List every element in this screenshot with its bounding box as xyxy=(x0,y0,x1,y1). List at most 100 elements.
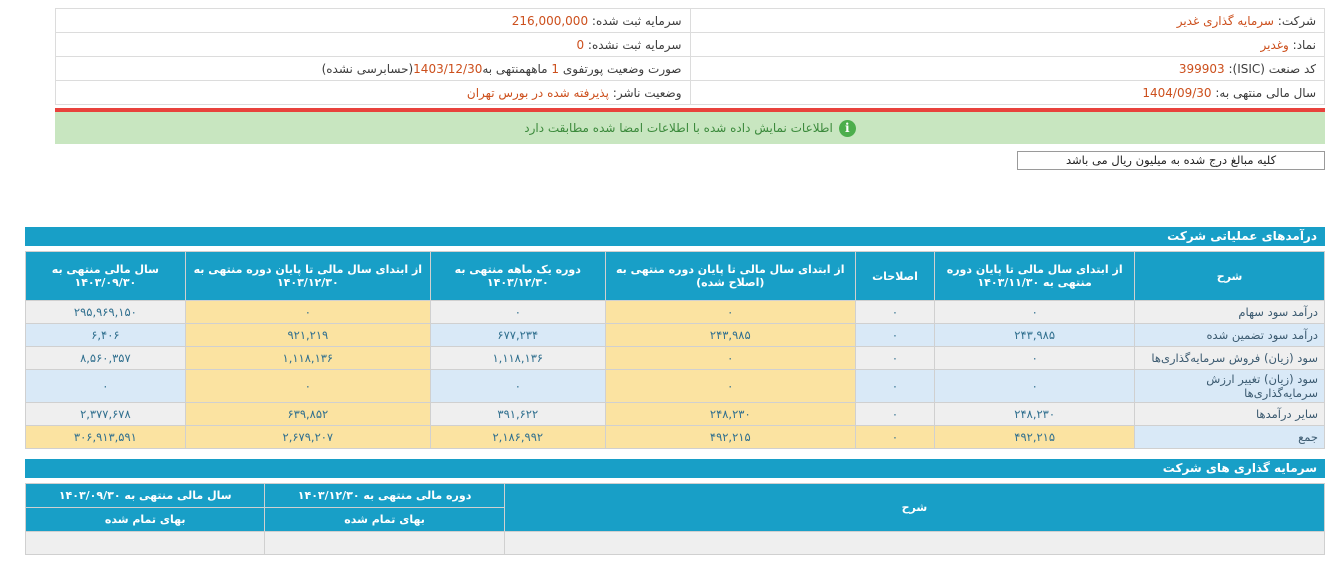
revenue-table-body: درآمد سود سهام ۰ ۰ ۰ ۰ ۰ ۲۹۵,۹۶۹,۱۵۰ درآمد سود … xyxy=(26,301,1324,448)
investments-table: شرح دوره مالی منتهی به ۱۴۰۳/۱۲/۳۰ سال ما… xyxy=(25,483,1325,555)
revenue-header-row: شرح از ابتدای سال مالی تا پایان دوره منته… xyxy=(26,252,1324,300)
investments-header-row-2: بهای تمام شده بهای تمام شده xyxy=(26,508,1324,531)
info-cell: سرمایه ثبت نشده: 0 xyxy=(55,32,691,57)
table-cell: ۲۴۸,۲۳۰ xyxy=(935,403,1135,425)
divider-red-line xyxy=(55,108,1325,112)
table-row: سود (زیان) فروش سرمایه‌گذاری‌ها ۰ ۰ ۰ ۱,۱۱۸,… xyxy=(26,347,1324,369)
revenue-col-1: از ابتدای سال مالی تا پایان دوره منتهی ب… xyxy=(935,252,1135,300)
revenue-col-desc: شرح xyxy=(1135,252,1324,300)
info-label: (حسابرسی نشده) xyxy=(321,61,414,76)
info-cell: وضعیت ناشر: پذیرفته شده در بورس تهران xyxy=(55,80,691,105)
table-cell: ۱,۱۱۸,۱۳۶ xyxy=(430,347,605,369)
revenue-col-6: سال مالی منتهی به ۱۴۰۳/۰۹/۳۰ xyxy=(26,252,185,300)
banner-text: اطلاعات نمایش داده شده با اطلاعات امضا ش… xyxy=(524,121,833,135)
table-row: سایر درآمدها ۲۴۸,۲۳۰ ۰ ۲۴۸,۲۳۰ ۳۹۱,۶۲۲ ۶۳۹,۸۵… xyxy=(26,403,1324,425)
table-cell: ۳۹۱,۶۲۲ xyxy=(430,403,605,425)
table-cell: ۰ xyxy=(855,324,935,346)
info-value: 216,000,000 xyxy=(511,13,589,28)
table-cell: ۰ xyxy=(935,347,1135,369)
investments-subcol-cost-year: بهای تمام شده xyxy=(26,508,265,531)
investments-subcol-cost-period: بهای تمام شده xyxy=(265,508,504,531)
investments-col-desc: شرح xyxy=(504,484,1324,531)
table-cell: ۰ xyxy=(855,370,935,402)
table-cell: ۶۷۷,۲۳۴ xyxy=(430,324,605,346)
table-cell: ۰ xyxy=(430,370,605,402)
info-cell: سال مالی منتهی به: 1404/09/30 xyxy=(689,80,1325,105)
company-info-body: شرکت: سرمایه گذاری غدیر سرمایه ثبت شده: 2… xyxy=(55,8,1325,105)
revenue-table: شرح از ابتدای سال مالی تا پایان دوره منته… xyxy=(25,251,1325,449)
info-cell: نماد: وغدیر xyxy=(689,32,1325,57)
info-label: شرکت: xyxy=(1277,13,1316,28)
info-label: وضعیت ناشر: xyxy=(612,85,682,100)
amounts-note-wrap: کلیه مبالغ درج شده به میلیون ریال می باش… xyxy=(55,151,1325,170)
table-cell: ۲۹۵,۹۶۹,۱۵۰ xyxy=(26,301,185,323)
investments-col-year: سال مالی منتهی به ۱۴۰۳/۰۹/۳۰ xyxy=(26,484,265,507)
table-cell xyxy=(265,532,504,554)
info-label: ماهه xyxy=(525,61,552,76)
table-cell: ۶,۴۰۶ xyxy=(26,324,185,346)
revenue-col-2: اصلاحات xyxy=(855,252,935,300)
company-info-table: شرکت: سرمایه گذاری غدیر سرمایه ثبت شده: 2… xyxy=(55,8,1325,105)
table-cell: ۰ xyxy=(855,403,935,425)
table-cell: ۰ xyxy=(855,426,935,448)
info-cell: صورت وضعیت پورتفوی 1 ماههمنتهی به1403/12… xyxy=(55,56,691,81)
table-row: سود (زیان) تغییر ارزش سرمایه‌گذاری‌ها ۰ ۰ ۰… xyxy=(26,370,1324,402)
table-cell: ۱,۱۱۸,۱۳۶ xyxy=(185,347,430,369)
info-value: 399903 xyxy=(1178,61,1225,76)
row-label: سود (زیان) فروش سرمایه‌گذاری‌ها xyxy=(1135,347,1324,369)
info-value: 1403/12/30 xyxy=(413,61,483,76)
info-value: 1404/09/30 xyxy=(1142,85,1212,100)
table-cell: ۰ xyxy=(185,370,430,402)
info-label: منتهی به xyxy=(482,61,526,76)
row-label: جمع xyxy=(1135,426,1324,448)
revenue-col-4: دوره یک ماهه منتهی به ۱۴۰۳/۱۲/۳۰ xyxy=(430,252,605,300)
amounts-note: کلیه مبالغ درج شده به میلیون ریال می باش… xyxy=(1017,151,1325,170)
table-cell: ۲۴۳,۹۸۵ xyxy=(605,324,855,346)
info-label: کد صنعت (ISIC): xyxy=(1228,61,1316,76)
info-row: کد صنعت (ISIC): 399903 صورت وضعیت پورتفوی… xyxy=(55,56,1325,81)
info-label: نماد: xyxy=(1292,37,1316,52)
signature-match-banner: i اطلاعات نمایش داده شده با اطلاعات امضا… xyxy=(55,112,1325,144)
investments-section: سرمایه گذاری های شرکت شرح دوره مالی منته… xyxy=(25,459,1325,555)
info-value: 1 xyxy=(551,61,560,76)
info-row: نماد: وغدیر سرمایه ثبت نشده: 0 xyxy=(55,32,1325,57)
investments-header-row-1: شرح دوره مالی منتهی به ۱۴۰۳/۱۲/۳۰ سال ما… xyxy=(26,484,1324,531)
revenue-table-title: درآمدهای عملیاتی شرکت xyxy=(25,227,1325,246)
investments-col-period: دوره مالی منتهی به ۱۴۰۳/۱۲/۳۰ xyxy=(265,484,504,507)
info-row: شرکت: سرمایه گذاری غدیر سرمایه ثبت شده: 2… xyxy=(55,8,1325,33)
investments-partial-row xyxy=(26,532,1324,554)
table-cell: ۴۹۲,۲۱۵ xyxy=(605,426,855,448)
revenue-col-3: از ابتدای سال مالی تا پایان دوره منتهی ب… xyxy=(605,252,855,300)
info-label: صورت وضعیت پورتفوی xyxy=(559,61,682,76)
info-cell: شرکت: سرمایه گذاری غدیر xyxy=(689,8,1325,33)
info-label: سرمایه ثبت نشده: xyxy=(587,37,682,52)
table-cell: ۰ xyxy=(185,301,430,323)
table-cell: ۰ xyxy=(605,301,855,323)
table-cell: ۰ xyxy=(855,301,935,323)
table-cell: ۲,۳۷۷,۶۷۸ xyxy=(26,403,185,425)
row-label: درآمد سود سهام xyxy=(1135,301,1324,323)
info-cell: کد صنعت (ISIC): 399903 xyxy=(689,56,1325,81)
investments-table-title: سرمایه گذاری های شرکت xyxy=(25,459,1325,478)
table-row: درآمد سود سهام ۰ ۰ ۰ ۰ ۰ ۲۹۵,۹۶۹,۱۵۰ xyxy=(26,301,1324,323)
revenue-section: درآمدهای عملیاتی شرکت شرح از ابتدای سال م… xyxy=(25,227,1325,449)
table-cell: ۰ xyxy=(605,347,855,369)
table-row: درآمد سود تضمین شده ۲۴۳,۹۸۵ ۰ ۲۴۳,۹۸۵ ۶۷۷,۲۳… xyxy=(26,324,1324,346)
info-label: سرمایه ثبت شده: xyxy=(591,13,682,28)
info-value: سرمایه گذاری غدیر xyxy=(1176,13,1274,28)
table-cell: ۹۲۱,۲۱۹ xyxy=(185,324,430,346)
table-cell xyxy=(26,532,265,554)
table-cell: ۶۳۹,۸۵۲ xyxy=(185,403,430,425)
row-label: سایر درآمدها xyxy=(1135,403,1324,425)
table-cell: ۰ xyxy=(430,301,605,323)
table-cell: ۳۰۶,۹۱۳,۵۹۱ xyxy=(26,426,185,448)
table-cell: ۲,۶۷۹,۲۰۷ xyxy=(185,426,430,448)
info-cell: سرمایه ثبت شده: 216,000,000 xyxy=(55,8,691,33)
table-cell: ۲۴۸,۲۳۰ xyxy=(605,403,855,425)
table-cell: ۰ xyxy=(26,370,185,402)
revenue-total-row: جمع ۴۹۲,۲۱۵ ۰ ۴۹۲,۲۱۵ ۲,۱۸۶,۹۹۲ ۲,۶۷۹,۲۰۷ ۳۰۶,… xyxy=(26,426,1324,448)
row-label: درآمد سود تضمین شده xyxy=(1135,324,1324,346)
revenue-col-5: از ابتدای سال مالی تا پایان دوره منتهی ب… xyxy=(185,252,430,300)
info-row: سال مالی منتهی به: 1404/09/30 وضعیت ناشر:… xyxy=(55,80,1325,105)
info-value: 0 xyxy=(576,37,585,52)
